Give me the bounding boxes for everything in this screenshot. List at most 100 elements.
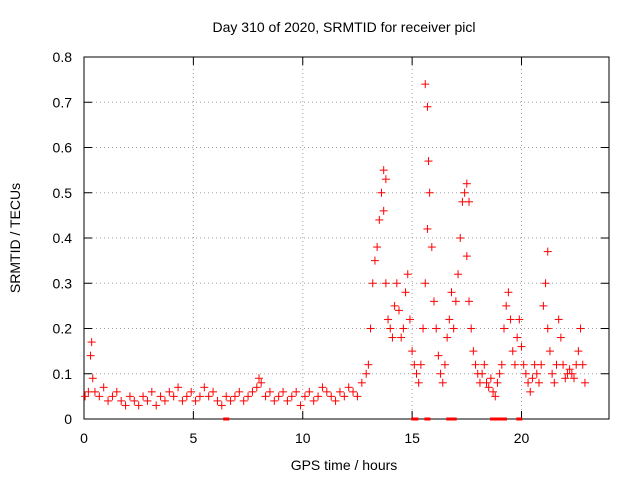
data-point — [130, 396, 139, 405]
data-point — [443, 333, 452, 342]
data-point — [423, 224, 432, 233]
data-point — [532, 369, 541, 378]
x-axis-ticks: 0 5 10 15 20 — [80, 57, 529, 446]
data-point — [300, 392, 309, 401]
data-point — [322, 387, 331, 396]
data-point — [121, 401, 130, 410]
data-point — [414, 378, 423, 387]
data-point — [305, 387, 314, 396]
data-point — [270, 396, 279, 405]
data-point — [112, 387, 121, 396]
data-point — [513, 333, 522, 342]
data-point — [309, 396, 318, 405]
data-point — [377, 188, 386, 197]
data-point — [392, 279, 401, 288]
data-point — [550, 378, 559, 387]
data-point — [296, 401, 305, 410]
data-point — [427, 243, 436, 252]
data-point — [239, 396, 248, 405]
data-point — [152, 401, 161, 410]
data-point — [436, 369, 445, 378]
data-point — [543, 247, 552, 256]
data-point — [187, 387, 196, 396]
data-point — [421, 80, 430, 89]
data-point — [217, 401, 226, 410]
data-point — [244, 392, 253, 401]
data-point — [423, 102, 432, 111]
data-point — [283, 396, 292, 405]
data-point — [178, 396, 187, 405]
data-point — [510, 360, 519, 369]
data-point — [424, 157, 433, 166]
data-point — [447, 288, 456, 297]
data-point — [465, 297, 473, 306]
y-tick-label: 0.4 — [53, 230, 73, 246]
data-point — [495, 369, 504, 378]
data-point — [200, 383, 209, 392]
data-point — [182, 392, 191, 401]
data-point — [287, 392, 296, 401]
data-point — [554, 315, 563, 324]
data-point — [353, 392, 362, 401]
data-point — [578, 360, 587, 369]
grid — [84, 57, 609, 419]
data-point — [226, 396, 235, 405]
data-point — [456, 234, 465, 242]
data-point — [445, 315, 454, 324]
data-point — [174, 383, 183, 392]
data-point — [543, 324, 552, 333]
data-point — [491, 392, 500, 401]
data-point — [381, 175, 390, 184]
data-point — [574, 347, 583, 356]
y-tick-label: 0.1 — [53, 366, 73, 382]
data-point — [519, 360, 528, 369]
x-axis-label: GPS time / hours — [291, 457, 398, 473]
data-point — [506, 315, 515, 324]
x-tick-label: 10 — [295, 430, 311, 446]
data-point — [408, 347, 417, 356]
data-point — [87, 338, 96, 347]
data-point — [143, 396, 152, 405]
data-point — [375, 215, 384, 224]
data-point — [434, 351, 443, 360]
data-point — [497, 360, 506, 369]
data-point — [559, 360, 568, 369]
data-point — [195, 392, 204, 401]
data-point — [86, 351, 95, 360]
data-point — [340, 392, 349, 401]
data-point — [460, 188, 469, 197]
data-point — [403, 270, 412, 279]
data-point — [134, 401, 143, 410]
data-point — [462, 252, 471, 261]
data-point — [504, 288, 513, 297]
y-tick-label: 0.3 — [53, 275, 73, 291]
x-tick-label: 15 — [404, 430, 420, 446]
data-point — [500, 324, 508, 333]
data-point — [81, 392, 90, 401]
data-point — [480, 360, 489, 369]
data-point — [405, 315, 414, 324]
data-point — [465, 197, 473, 206]
data-point — [95, 392, 104, 401]
data-point — [373, 243, 382, 252]
y-axis-ticks: 0 0.1 0.2 0.3 0.4 0.5 0.6 0.7 0.8 — [53, 49, 609, 427]
data-point — [165, 387, 174, 396]
data-point — [524, 378, 533, 387]
data-point — [502, 301, 511, 310]
y-tick-label: 0.2 — [53, 321, 73, 337]
data-point — [580, 378, 589, 387]
data-point — [565, 365, 574, 374]
data-point — [449, 324, 458, 333]
data-point — [528, 374, 537, 383]
data-point — [430, 297, 438, 306]
data-point — [489, 387, 498, 396]
data-point — [421, 279, 430, 288]
data-point — [279, 387, 288, 396]
data-point — [379, 166, 388, 175]
data-point — [438, 378, 447, 387]
data-point — [169, 392, 178, 401]
data-point — [252, 383, 261, 392]
data-point — [235, 387, 244, 396]
y-tick-label: 0.5 — [53, 185, 73, 201]
